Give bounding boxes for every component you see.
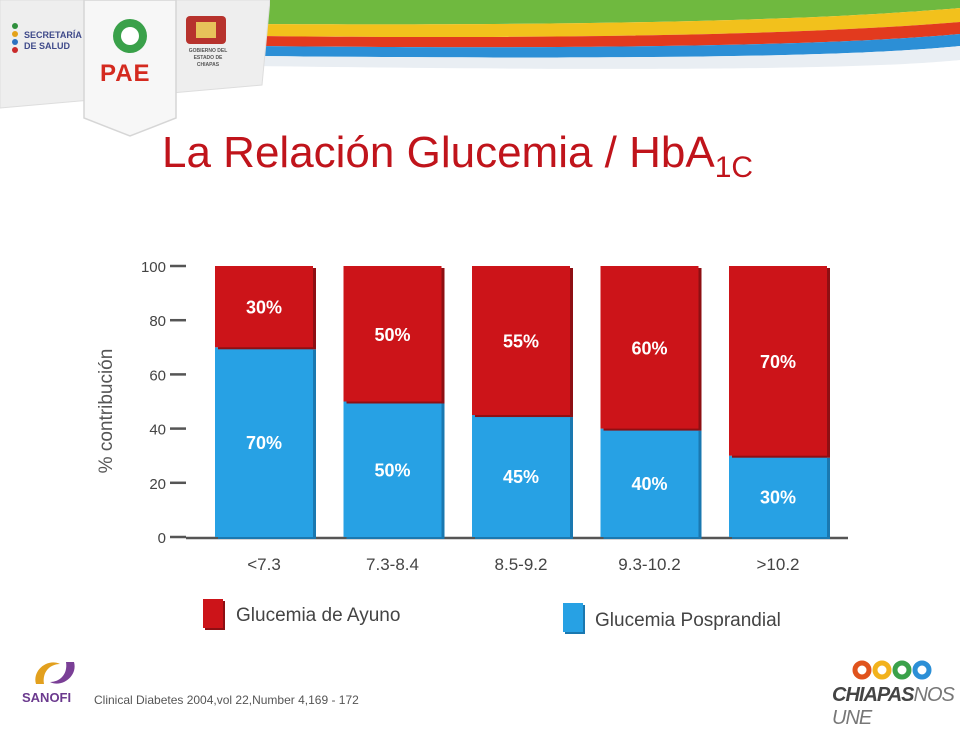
bar-value-label: 30% <box>246 298 282 318</box>
citation: Clinical Diabetes 2004,vol 22,Number 4,1… <box>94 693 359 707</box>
y-tick-label: 100 <box>141 259 166 276</box>
header-banner <box>250 0 960 69</box>
chiapas-circles-icon <box>852 660 932 680</box>
bar-segment <box>600 428 699 537</box>
x-tick-label: 8.5-9.2 <box>495 555 548 574</box>
logo-panel <box>0 0 270 137</box>
legend-postprandial-swatch <box>563 603 585 634</box>
bar-value-label: 30% <box>760 487 796 507</box>
legend-postprandial-label: Glucemia Posprandial <box>595 610 781 631</box>
secretaria-logo: SECRETARÍA DE SALUD <box>24 30 82 51</box>
bar-segment <box>343 266 442 402</box>
chiapas-nos-une-logo: CHIAPASNOS UNE <box>832 684 955 729</box>
x-tick-label: >10.2 <box>756 555 799 574</box>
bar-value-label: 60% <box>631 338 667 358</box>
legend-fasting-swatch <box>203 599 225 630</box>
y-tick-label: 80 <box>149 313 166 330</box>
x-tick-label: 9.3-10.2 <box>618 555 680 574</box>
x-tick-label: <7.3 <box>247 555 281 574</box>
y-tick-label: 60 <box>149 367 166 384</box>
pae-logo: PAE <box>100 60 151 87</box>
gobierno-logo: GOBIERNO DEL ESTADO DE CHIAPAS <box>188 48 228 68</box>
bar-segment <box>472 266 570 416</box>
bar-value-label: 50% <box>374 460 410 480</box>
sanofi-icon <box>35 662 75 684</box>
legend-fasting-label: Glucemia de Ayuno <box>236 605 401 626</box>
bar-segment <box>729 455 827 537</box>
bar-segment <box>343 401 442 537</box>
bar-value-label: 40% <box>631 474 667 494</box>
y-tick-label: 40 <box>149 422 166 439</box>
bar-segment <box>600 266 699 429</box>
bar-segment <box>472 415 570 537</box>
x-tick-label: 7.3-8.4 <box>366 555 419 574</box>
bar-segment <box>215 347 313 537</box>
bar-segment <box>729 266 827 456</box>
bar-value-label: 70% <box>246 433 282 453</box>
bar-value-label: 50% <box>374 325 410 345</box>
bar-value-label: 45% <box>503 467 539 487</box>
bar-value-label: 70% <box>760 352 796 372</box>
bar-value-label: 55% <box>503 332 539 352</box>
sanofi-logo: SANOFI <box>22 690 72 705</box>
bar-segment <box>215 266 313 348</box>
y-tick-label: 20 <box>149 476 166 493</box>
page-title: La Relación Glucemia / HbA1C <box>162 128 754 184</box>
y-tick-label: 0 <box>158 530 166 547</box>
